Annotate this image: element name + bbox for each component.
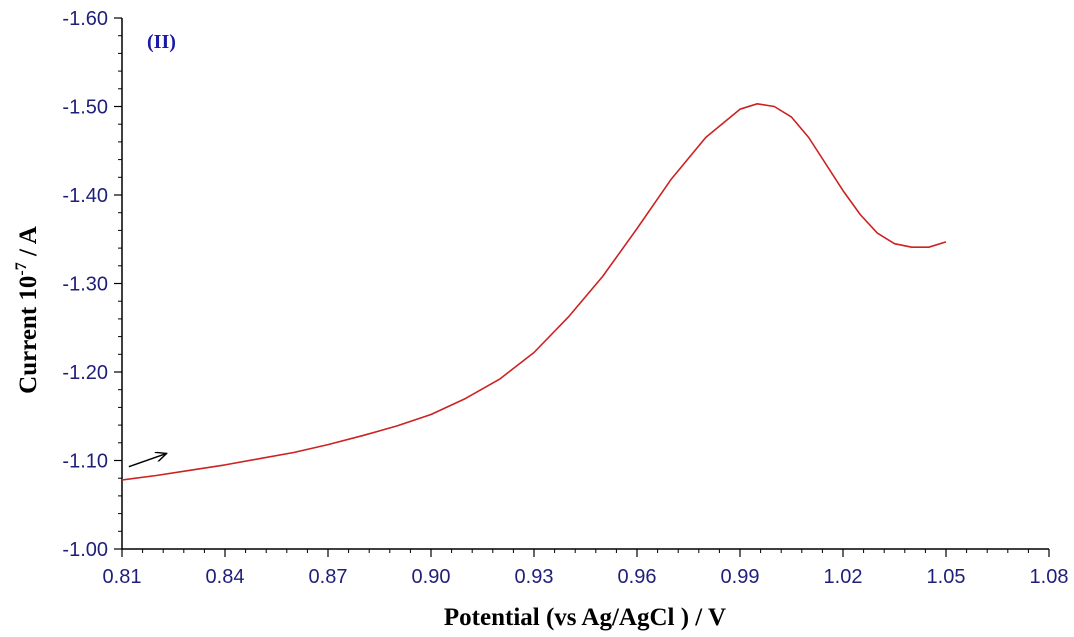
y-axis-title-prefix: Current 10: [15, 276, 42, 394]
x-tick-label: 0.99: [721, 566, 760, 588]
x-ticks: 0.81 0.84 0.87 0.90 0.93 0.96 0.99 1.02 1.05 1.08: [103, 549, 1069, 588]
x-axis-title: Potential (vs Ag/AgCl ) / V: [444, 604, 726, 631]
x-tick-label: 0.81: [103, 566, 142, 588]
x-tick-label: 1.08: [1030, 566, 1069, 588]
y-tick-label: -1.20: [62, 362, 108, 384]
panel-label: (II): [147, 31, 176, 53]
series-group: [121, 103, 947, 481]
y-tick-label: -1.50: [62, 97, 108, 119]
y-tick-label: -1.00: [62, 539, 108, 561]
x-tick-label: 0.96: [618, 566, 657, 588]
y-tick-label: -1.30: [62, 274, 108, 296]
x-tick-label: 0.84: [206, 566, 245, 588]
x-tick-label: 1.05: [927, 566, 966, 588]
y-axis-title-suffix: / A: [15, 226, 42, 262]
axes: [121, 18, 1049, 550]
x-tick-label: 0.87: [309, 566, 348, 588]
y-tick-label: -1.40: [62, 185, 108, 207]
annotations: [128, 453, 167, 468]
x-tick-label: 0.90: [412, 566, 451, 588]
y-axis-title: Current 10-7 / A: [13, 226, 42, 394]
y-ticks: -1.00 -1.10 -1.20 -1.30 -1.40 -1.50 -1.60: [62, 8, 122, 561]
y-tick-label: -1.10: [62, 451, 108, 473]
x-tick-label: 0.93: [515, 566, 554, 588]
scan-direction-arrow: [128, 453, 167, 468]
y-axis-title-exponent: -7: [13, 262, 30, 275]
x-tick-label: 1.02: [824, 566, 863, 588]
series-line: [121, 103, 947, 481]
y-tick-label: -1.60: [62, 8, 108, 30]
